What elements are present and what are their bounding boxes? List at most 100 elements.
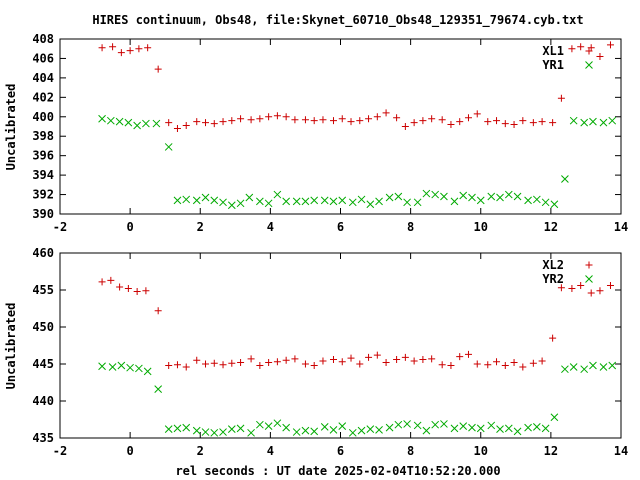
data-point-XL1-32 bbox=[393, 114, 401, 122]
legend-label-YR2: YR2 bbox=[542, 272, 564, 286]
data-point-XL2-26 bbox=[338, 358, 346, 366]
y-tick-label: 440 bbox=[32, 394, 54, 408]
data-point-XL2-42 bbox=[484, 361, 492, 369]
data-point-YR1-23 bbox=[310, 196, 319, 205]
data-point-XL1-13 bbox=[219, 118, 227, 126]
data-point-YR1-39 bbox=[459, 191, 468, 200]
data-point-YR1-16 bbox=[245, 193, 254, 202]
data-point-XL1-49 bbox=[549, 119, 557, 127]
data-point-YR1-7 bbox=[164, 143, 173, 151]
data-point-XL2-14 bbox=[228, 359, 236, 367]
data-point-YR1-5 bbox=[142, 119, 150, 128]
data-point-XL1-18 bbox=[265, 113, 273, 121]
data-point-XL1-31 bbox=[382, 109, 390, 117]
data-point-YR1-6 bbox=[152, 119, 161, 128]
data-point-YR1-26 bbox=[338, 196, 347, 205]
data-point-XL1-43 bbox=[493, 117, 501, 125]
data-point-YR1-48 bbox=[541, 198, 550, 207]
data-point-YR2-49 bbox=[550, 413, 559, 422]
data-point-XL1-51 bbox=[568, 45, 576, 53]
data-point-YR1-27 bbox=[348, 198, 357, 207]
series-YR2 bbox=[98, 361, 617, 437]
data-point-YR1-19 bbox=[273, 190, 282, 199]
data-point-YR2-18 bbox=[264, 422, 273, 431]
data-point-XL2-54 bbox=[596, 287, 604, 295]
data-point-XL2-46 bbox=[519, 363, 527, 371]
data-point-XL1-2 bbox=[117, 49, 125, 57]
data-point-XL1-7 bbox=[165, 119, 173, 127]
data-point-XL1-28 bbox=[356, 117, 364, 125]
data-point-YR1-49 bbox=[550, 200, 559, 209]
data-point-YR2-33 bbox=[403, 420, 411, 428]
data-point-XL1-14 bbox=[228, 117, 236, 125]
data-point-XL2-6 bbox=[154, 307, 162, 315]
data-point-YR1-47 bbox=[532, 195, 541, 204]
x-tick-label: 10 bbox=[474, 220, 488, 234]
data-point-XL2-53 bbox=[587, 289, 595, 297]
data-point-XL1-9 bbox=[182, 122, 190, 130]
data-point-YR2-1 bbox=[108, 363, 117, 371]
data-point-YR1-46 bbox=[524, 196, 532, 205]
x-tick-label: 14 bbox=[614, 220, 628, 234]
data-point-YR1-53 bbox=[589, 117, 597, 126]
x-tick-label: 14 bbox=[614, 444, 628, 458]
x-tick-label: -2 bbox=[53, 220, 67, 234]
data-point-YR2-38 bbox=[450, 424, 459, 433]
data-point-YR2-15 bbox=[236, 424, 245, 433]
data-point-XL2-28 bbox=[356, 360, 364, 368]
data-point-YR2-23 bbox=[310, 427, 319, 436]
data-point-XL1-41 bbox=[473, 110, 481, 118]
data-point-YR1-40 bbox=[468, 193, 476, 202]
data-point-YR2-22 bbox=[301, 426, 310, 435]
data-point-YR1-52 bbox=[580, 118, 589, 127]
data-point-YR2-42 bbox=[487, 421, 496, 430]
data-point-XL2-11 bbox=[202, 360, 210, 368]
x-tick-label: 12 bbox=[544, 444, 558, 458]
data-point-XL1-55 bbox=[606, 41, 614, 49]
data-point-YR1-34 bbox=[413, 198, 422, 207]
data-point-XL2-50 bbox=[557, 284, 565, 292]
data-point-XL2-24 bbox=[319, 357, 327, 365]
y-tick-label: 402 bbox=[32, 90, 54, 104]
data-point-XL1-22 bbox=[301, 116, 309, 124]
data-point-XL2-51 bbox=[568, 285, 576, 293]
data-point-YR2-48 bbox=[541, 424, 550, 433]
data-point-YR1-29 bbox=[366, 200, 375, 209]
data-point-YR1-35 bbox=[422, 189, 431, 198]
data-point-XL2-2 bbox=[116, 283, 124, 291]
data-point-XL1-23 bbox=[310, 117, 318, 125]
data-point-XL1-34 bbox=[410, 119, 418, 127]
y-tick-label: 404 bbox=[32, 71, 54, 85]
series-XL2 bbox=[98, 276, 614, 371]
data-point-XL2-55 bbox=[606, 282, 614, 290]
legend-marker-YR1 bbox=[585, 61, 593, 69]
data-point-XL1-30 bbox=[373, 113, 381, 121]
data-point-YR1-1 bbox=[106, 116, 115, 125]
data-point-YR1-33 bbox=[403, 198, 411, 207]
data-point-XL2-45 bbox=[510, 359, 518, 367]
data-point-XL2-31 bbox=[382, 359, 390, 367]
data-point-YR2-30 bbox=[375, 426, 383, 434]
data-point-YR2-31 bbox=[385, 423, 394, 432]
x-tick-label: 2 bbox=[197, 444, 204, 458]
data-point-XL2-1 bbox=[107, 276, 115, 284]
data-point-YR2-4 bbox=[135, 364, 143, 373]
data-point-YR2-13 bbox=[219, 428, 227, 436]
x-tick-label: 2 bbox=[197, 220, 204, 234]
data-point-XL1-5 bbox=[144, 44, 152, 52]
data-point-YR1-42 bbox=[487, 192, 496, 201]
data-point-YR2-6 bbox=[154, 385, 163, 394]
data-point-XL1-26 bbox=[338, 115, 346, 123]
data-point-XL1-54 bbox=[596, 53, 604, 60]
y-tick-label: 435 bbox=[32, 431, 54, 445]
series-XL1 bbox=[98, 41, 614, 132]
data-point-XL1-4 bbox=[135, 45, 143, 53]
data-point-YR1-12 bbox=[210, 196, 219, 205]
data-point-XL1-45 bbox=[510, 121, 518, 129]
data-point-YR1-13 bbox=[219, 198, 227, 207]
data-point-XL2-44 bbox=[501, 361, 509, 369]
data-point-YR2-20 bbox=[282, 423, 291, 432]
data-point-YR1-20 bbox=[282, 197, 291, 206]
x-tick-label: 4 bbox=[267, 220, 274, 234]
